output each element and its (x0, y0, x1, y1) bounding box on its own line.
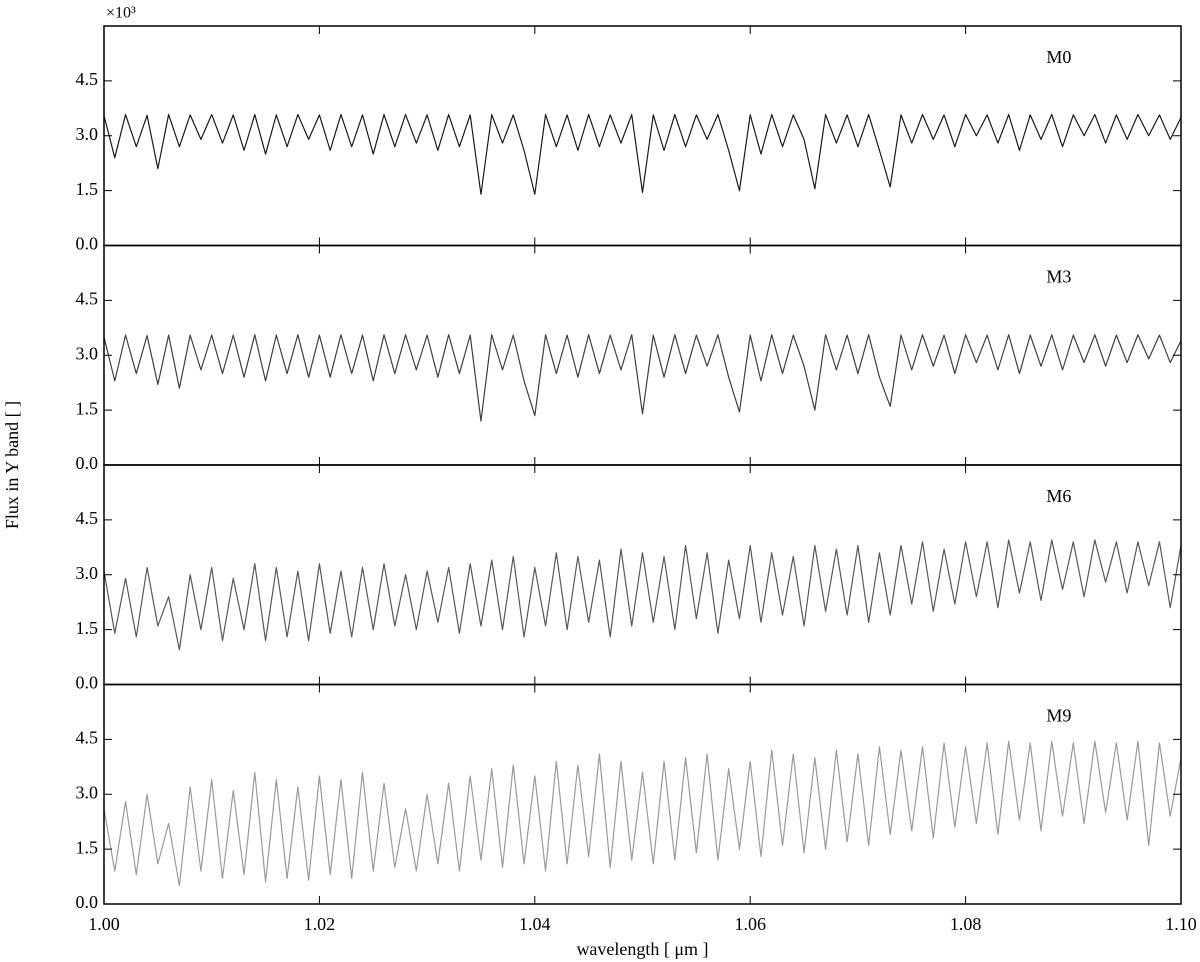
y-tick-label: 0.0 (76, 892, 99, 912)
y-tick-label: 3.0 (76, 124, 99, 144)
spectrum-line (103, 334, 1182, 422)
y-axis-label: Flux in Y band [ ] (2, 401, 22, 529)
x-tick-label: 1.08 (950, 914, 982, 934)
panel-frame (103, 25, 1182, 247)
y-tick-label: 4.5 (76, 728, 99, 748)
x-tick-label: 1.00 (88, 914, 120, 934)
x-tick-label: 1.06 (734, 914, 766, 934)
y-tick-label: 1.5 (76, 837, 99, 857)
y-tick-label: 3.0 (76, 563, 99, 583)
panel-frame (103, 683, 1182, 905)
panel-label: M0 (1046, 47, 1071, 67)
y-tick-label: 0.0 (76, 673, 99, 693)
spectrum-line (103, 539, 1182, 651)
y-tick-label: 4.5 (76, 289, 99, 309)
panel-label: M3 (1046, 267, 1071, 287)
y-tick-label: 4.5 (76, 508, 99, 528)
panel-frame (103, 244, 1182, 466)
x-axis-label: wavelength [ μm ] (576, 939, 708, 959)
spectrum-line (103, 740, 1182, 887)
y-tick-label: 3.0 (76, 782, 99, 802)
x-tick-label: 1.10 (1165, 914, 1197, 934)
panel-frame (103, 464, 1182, 686)
y-tick-label: 0.0 (76, 453, 99, 473)
y-tick-label: 4.5 (76, 69, 99, 89)
y-tick-label: 1.5 (76, 179, 99, 199)
y-tick-label: 1.5 (76, 398, 99, 418)
y-tick-label: 1.5 (76, 618, 99, 638)
x-tick-label: 1.04 (519, 914, 551, 934)
spectrum-line (103, 113, 1182, 195)
y-tick-label: 0.0 (76, 234, 99, 254)
offset-label: ×10³ (106, 5, 136, 22)
panel-label: M9 (1046, 706, 1071, 726)
x-tick-label: 1.02 (304, 914, 336, 934)
panel-label: M6 (1046, 486, 1071, 506)
y-tick-label: 3.0 (76, 343, 99, 363)
